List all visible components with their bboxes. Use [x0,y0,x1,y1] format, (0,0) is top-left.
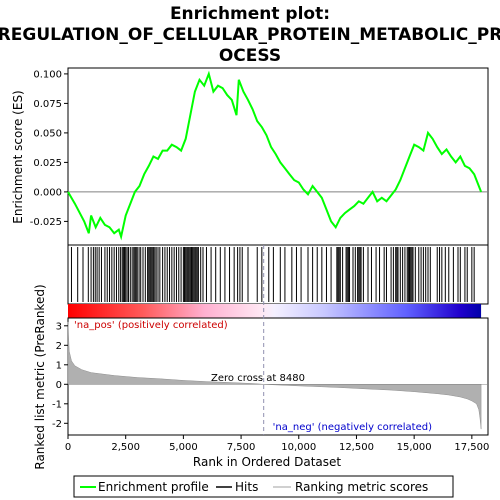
metric-y-tick-label: -2 [52,419,62,430]
legend: Enrichment profile Hits Ranking metric s… [73,475,454,498]
metric-y-tick-label: 1 [56,360,62,371]
es-y-tick-label: 0.075 [33,99,62,110]
x-tick-label: 2,500 [111,442,140,453]
x-tick-label: 5,000 [169,442,198,453]
metric-panel: Zero cross at 8480 'na_pos' (positively … [33,245,489,470]
chart-title-line-3: OCESS [219,46,281,66]
hits-panel [67,244,489,305]
metric-y-tick-label: 0 [56,380,62,391]
x-tick-label: 7,500 [227,442,256,453]
es-y-axis-label: Enrichment score (ES) [11,90,25,223]
es-y-tick-label: 0.000 [33,187,62,198]
x-tick-label: 17,500 [454,442,489,453]
es-y-tick-label: -0.025 [30,217,62,228]
metric-y-tick-label: 3 [56,321,62,332]
x-tick-label: 10,000 [281,442,316,453]
negative-correlation-label: 'na_neg' (negatively correlated) [273,422,432,433]
zero-cross-label: Zero cross at 8480 [211,373,305,384]
positive-correlation-label: 'na_pos' (positively correlated) [74,320,228,331]
es-y-tick-label: 0.025 [33,158,62,169]
x-tick-label: 12,500 [339,442,374,453]
enrichment-profile-line [67,70,483,241]
metric-y-axis-label: Ranked list metric (PreRanked) [33,284,47,469]
metric-y-tick-label: -1 [52,399,62,410]
es-panel: 0.100 0.075 0.050 0.025 0.000 -0.025 Enrichme… [11,67,489,246]
legend-box [73,475,454,498]
es-y-tick-label: 0.100 [33,69,62,80]
legend-hits-label: Hits [235,480,258,494]
x-axis-label: Rank in Ordered Dataset [193,455,341,469]
legend-metric-label: Ranking metric scores [295,480,428,494]
rank-color-gradient [68,304,482,318]
rank-color-bar [68,304,482,318]
x-tick-label: 15,000 [397,442,432,453]
x-axis-ticks: 0 2,500 5,000 7,500 10,000 12,500 15,000 17,500 [65,435,489,453]
chart-title-line-2: REGULATION_OF_CELLULAR_PROTEIN_METABOLIC… [0,25,500,45]
hits-panel-frame [67,244,489,305]
metric-y-tick-label: 2 [56,341,62,352]
legend-enrichment-label: Enrichment profile [98,480,209,494]
chart-title-line-1: Enrichment plot: [170,4,330,24]
metric-panel-frame [67,317,489,436]
ranking-metric-area [67,321,482,430]
es-y-tick-label: 0.050 [33,128,62,139]
x-tick-label: 0 [65,442,71,453]
